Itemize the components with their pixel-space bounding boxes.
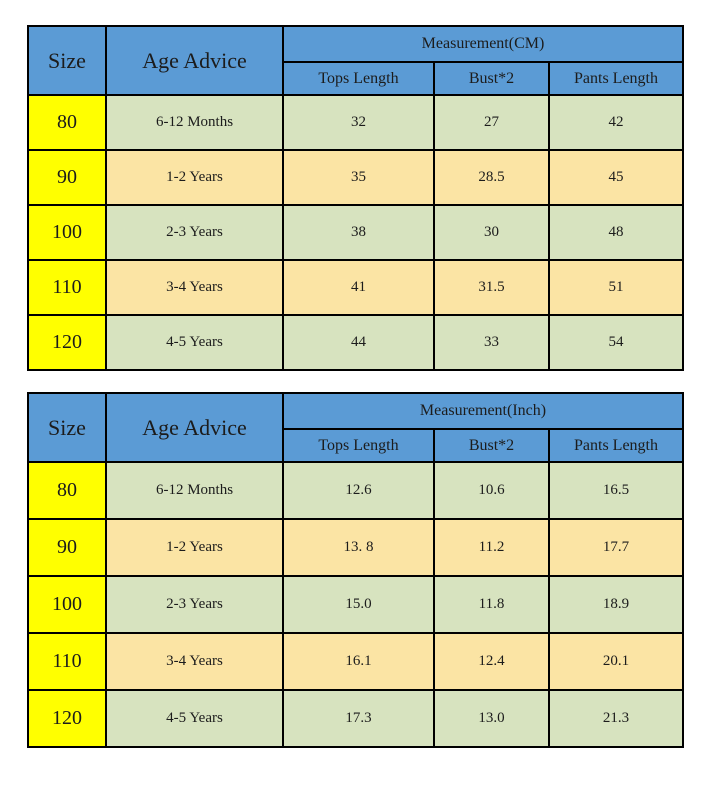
table-row: 100 2-3 Years 38 30 48 [27,204,684,261]
age-cell: 4-5 Years [105,689,284,748]
age-cell: 3-4 Years [105,632,284,691]
age-cell: 4-5 Years [105,314,284,371]
pants-length-cell: 18.9 [547,575,685,634]
measurement-inch-group-header: Measurement(Inch) [281,392,685,430]
pants-length-cell: 42 [548,94,684,151]
pants-length-cell: 17.7 [547,518,685,577]
table-row: 110 3-4 Years 16.1 12.4 20.1 [27,632,685,691]
header-row-columns: Tops Length Bust*2 Pants Length [28,61,684,96]
tops-length-cell: 16.1 [282,632,435,691]
size-cell: 110 [27,259,107,316]
bust-cell: 12.4 [433,632,550,691]
bust-column-header: Bust*2 [433,61,550,96]
pants-length-cell: 54 [548,314,684,371]
bust-cell: 28.5 [433,149,550,206]
age-cell: 2-3 Years [105,204,284,261]
age-cell: 1-2 Years [105,149,284,206]
pants-length-column-header: Pants Length [548,61,684,96]
tops-length-cell: 44 [282,314,435,371]
bust-cell: 11.8 [433,575,550,634]
bust-cell: 31.5 [433,259,550,316]
bust-cell: 27 [433,94,550,151]
tops-length-cell: 32 [282,94,435,151]
header-row-columns: Tops Length Bust*2 Pants Length [28,428,685,463]
tops-length-cell: 17.3 [282,689,435,748]
age-advice-column-header: Age Advice [105,392,284,463]
header-row-group: Size Age Advice Measurement(Inch) [27,392,685,463]
tops-length-cell: 38 [282,204,435,261]
pants-length-cell: 45 [548,149,684,206]
bust-cell: 13.0 [433,689,550,748]
bust-column-header: Bust*2 [433,428,550,463]
header-row-group: Size Age Advice Measurement(CM) [27,25,684,96]
pants-length-column-header: Pants Length [547,428,685,463]
tops-length-cell: 13. 8 [282,518,435,577]
age-cell: 2-3 Years [105,575,284,634]
table-row: 80 6-12 Months 32 27 42 [27,94,684,151]
measurement-cm-group-header: Measurement(CM) [282,25,684,63]
bust-cell: 33 [433,314,550,371]
tops-length-cell: 35 [282,149,435,206]
tops-length-column-header: Tops Length [282,428,435,463]
table-row: 90 1-2 Years 35 28.5 45 [27,149,684,206]
bust-cell: 11.2 [433,518,550,577]
tops-length-cell: 15.0 [282,575,435,634]
pants-length-cell: 21.3 [547,689,685,748]
size-cell: 90 [27,149,107,206]
size-cell: 120 [27,314,107,371]
size-cell: 120 [27,689,107,748]
table-row: 100 2-3 Years 15.0 11.8 18.9 [27,575,685,634]
table-row: 110 3-4 Years 41 31.5 51 [27,259,684,316]
age-cell: 6-12 Months [105,94,284,151]
bust-cell: 10.6 [433,461,550,520]
table-row: 80 6-12 Months 12.6 10.6 16.5 [27,461,685,520]
age-advice-column-header: Age Advice [105,25,284,96]
table-row: 120 4-5 Years 44 33 54 [27,314,684,371]
tops-length-column-header: Tops Length [282,61,435,96]
pants-length-cell: 48 [548,204,684,261]
size-chart-table-inch: Size Age Advice Measurement(Inch) Tops L… [27,392,685,748]
size-cell: 90 [27,518,107,577]
age-cell: 6-12 Months [105,461,284,520]
size-cell: 100 [27,204,107,261]
tops-length-cell: 12.6 [282,461,435,520]
age-cell: 1-2 Years [105,518,284,577]
size-column-header: Size [27,25,107,96]
age-cell: 3-4 Years [105,259,284,316]
pants-length-cell: 16.5 [547,461,685,520]
size-cell: 80 [27,461,107,520]
bust-cell: 30 [433,204,550,261]
pants-length-cell: 20.1 [547,632,685,691]
tops-length-cell: 41 [282,259,435,316]
size-cell: 80 [27,94,107,151]
size-cell: 100 [27,575,107,634]
size-cell: 110 [27,632,107,691]
size-column-header: Size [27,392,107,463]
pants-length-cell: 51 [548,259,684,316]
table-row: 90 1-2 Years 13. 8 11.2 17.7 [27,518,685,577]
table-row: 120 4-5 Years 17.3 13.0 21.3 [27,689,685,748]
size-chart-table-cm: Size Age Advice Measurement(CM) Tops Len… [27,25,684,371]
